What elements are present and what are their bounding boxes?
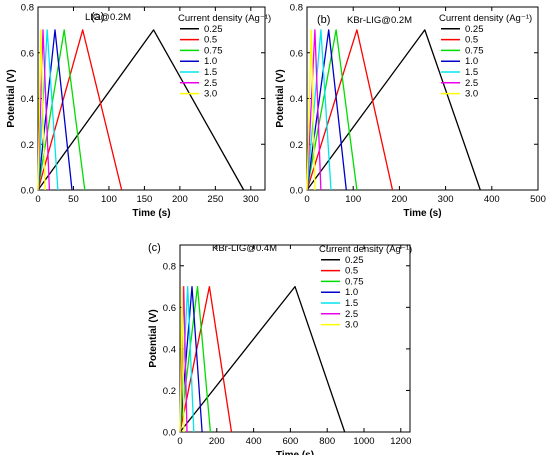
series-line-2.5 [306,29,322,191]
y-tick-label: 0.6 [290,48,303,59]
panel-c: 0 200 400 600 800 1000 1200 0.0 0.2 0.4 0.6 0.8 Time… [148,242,412,455]
legend-entry-0.75: 0.75 [204,45,223,56]
legend-entry-0.75: 0.75 [345,276,364,287]
y-tick-label: 0.8 [21,3,34,14]
legend: Current density (Ag⁻¹)0.250.50.751.01.52… [439,13,532,100]
x-tick-label: 100 [345,194,361,205]
series-line-3.0 [306,29,316,191]
plot-frame [306,6,539,191]
series-line-0.5 [179,285,233,433]
legend-title: Current density (Ag⁻¹) [319,244,412,255]
x-tick-label: 200 [391,194,407,205]
x-tick-label: 0 [35,194,40,205]
legend-entry-3.0: 3.0 [465,89,478,100]
x-tick-label: 1000 [353,436,374,447]
y-tick-label: 0.2 [290,140,303,151]
legend-title: Current density (Ag⁻¹) [439,13,532,24]
y-tick-label: 0.8 [163,261,176,272]
legend-entry-0.5: 0.5 [345,266,358,277]
legend: Current density (Ag⁻¹)0.250.50.751.01.52… [178,13,271,100]
panel-label: (b) [317,14,330,26]
x-tick-label: 0 [177,436,182,447]
series-line-0.75 [306,29,358,191]
x-tick-label: 600 [282,436,298,447]
x-axis-title: Time (s) [403,208,441,219]
legend-entry-2.5: 2.5 [345,309,358,320]
legend-entry-0.75: 0.75 [465,45,484,56]
series-line-0.25 [306,29,481,191]
y-tick-label: 0.0 [21,186,34,197]
panel-b: 0 100 200 300 400 500 0.0 0.2 0.4 0.6 0.8 Time (s) P… [275,3,546,220]
legend-entry-1.0: 1.0 [465,56,478,67]
panel-a: 0 50 100 150 200 250 300 0.0 0.2 0.4 0.6 0.8 Time (s… [6,3,271,220]
legend-entry-3.0: 3.0 [204,89,217,100]
x-tick-label: 250 [207,194,223,205]
x-tick-label: 0 [304,194,309,205]
plot-frame [37,6,266,191]
series-line-3.0 [37,29,46,191]
panel-label: (a) [91,11,104,23]
series-line-1.5 [306,29,332,191]
legend-entry-0.5: 0.5 [204,35,217,46]
legend-entry-1.0: 1.0 [204,56,217,67]
series-line-3.0 [179,285,185,433]
x-tick-label: 500 [530,194,546,205]
series-line-2.5 [37,29,51,191]
plot-frame [179,244,411,433]
panel-label: (c) [148,242,161,254]
legend: Current density (Ag⁻¹)0.250.50.751.01.52… [319,244,412,331]
x-tick-label: 300 [243,194,259,205]
y-tick-label: 0.4 [21,94,34,105]
sample-label: KBr-LIG@0.2M [347,15,412,26]
legend-entry-0.25: 0.25 [345,255,364,266]
sample-label: KBr-LIG@0.4M [212,243,277,254]
y-tick-label: 0.2 [163,386,176,397]
x-tick-label: 50 [68,194,79,205]
x-tick-label: 300 [438,194,454,205]
series-line-0.5 [306,29,394,191]
series-line-1.5 [37,29,59,191]
legend-entry-2.5: 2.5 [465,78,478,89]
x-tick-label: 150 [136,194,152,205]
legend-entry-0.5: 0.5 [465,35,478,46]
y-axis-title: Potential (V) [148,309,159,367]
x-tick-label: 800 [319,436,335,447]
series-line-0.25 [179,285,346,433]
series-line-0.25 [37,29,245,191]
x-tick-label: 1200 [390,436,411,447]
series-line-0.5 [37,29,123,191]
x-tick-label: 200 [209,436,225,447]
y-tick-label: 0.8 [290,3,303,14]
x-tick-label: 400 [246,436,262,447]
y-axis-title: Potential (V) [6,69,17,127]
legend-entry-1.5: 1.5 [345,298,358,309]
legend-entry-1.0: 1.0 [345,287,358,298]
legend-entry-2.5: 2.5 [204,78,217,89]
legend-title: Current density (Ag⁻¹) [178,13,271,24]
series-line-1.5 [179,285,195,433]
y-tick-label: 0.2 [21,140,34,151]
y-tick-label: 0.4 [163,344,176,355]
x-tick-label: 400 [484,194,500,205]
x-axis-title: Time (s) [132,208,170,219]
legend-entry-1.5: 1.5 [465,67,478,78]
y-tick-label: 0.4 [290,94,303,105]
legend-entry-0.25: 0.25 [204,24,223,35]
legend-entry-0.25: 0.25 [465,24,484,35]
sample-label: LIG@0.2M [85,12,131,23]
y-tick-label: 0.6 [21,48,34,59]
legend-entry-3.0: 3.0 [345,320,358,331]
legend-entry-1.5: 1.5 [204,67,217,78]
y-axis-title: Potential (V) [275,69,286,127]
y-tick-label: 0.6 [163,303,176,314]
y-tick-label: 0.0 [163,428,176,439]
x-tick-label: 200 [172,194,188,205]
y-tick-label: 0.0 [290,186,303,197]
x-tick-label: 100 [101,194,117,205]
x-axis-title: Time (s) [276,450,314,455]
